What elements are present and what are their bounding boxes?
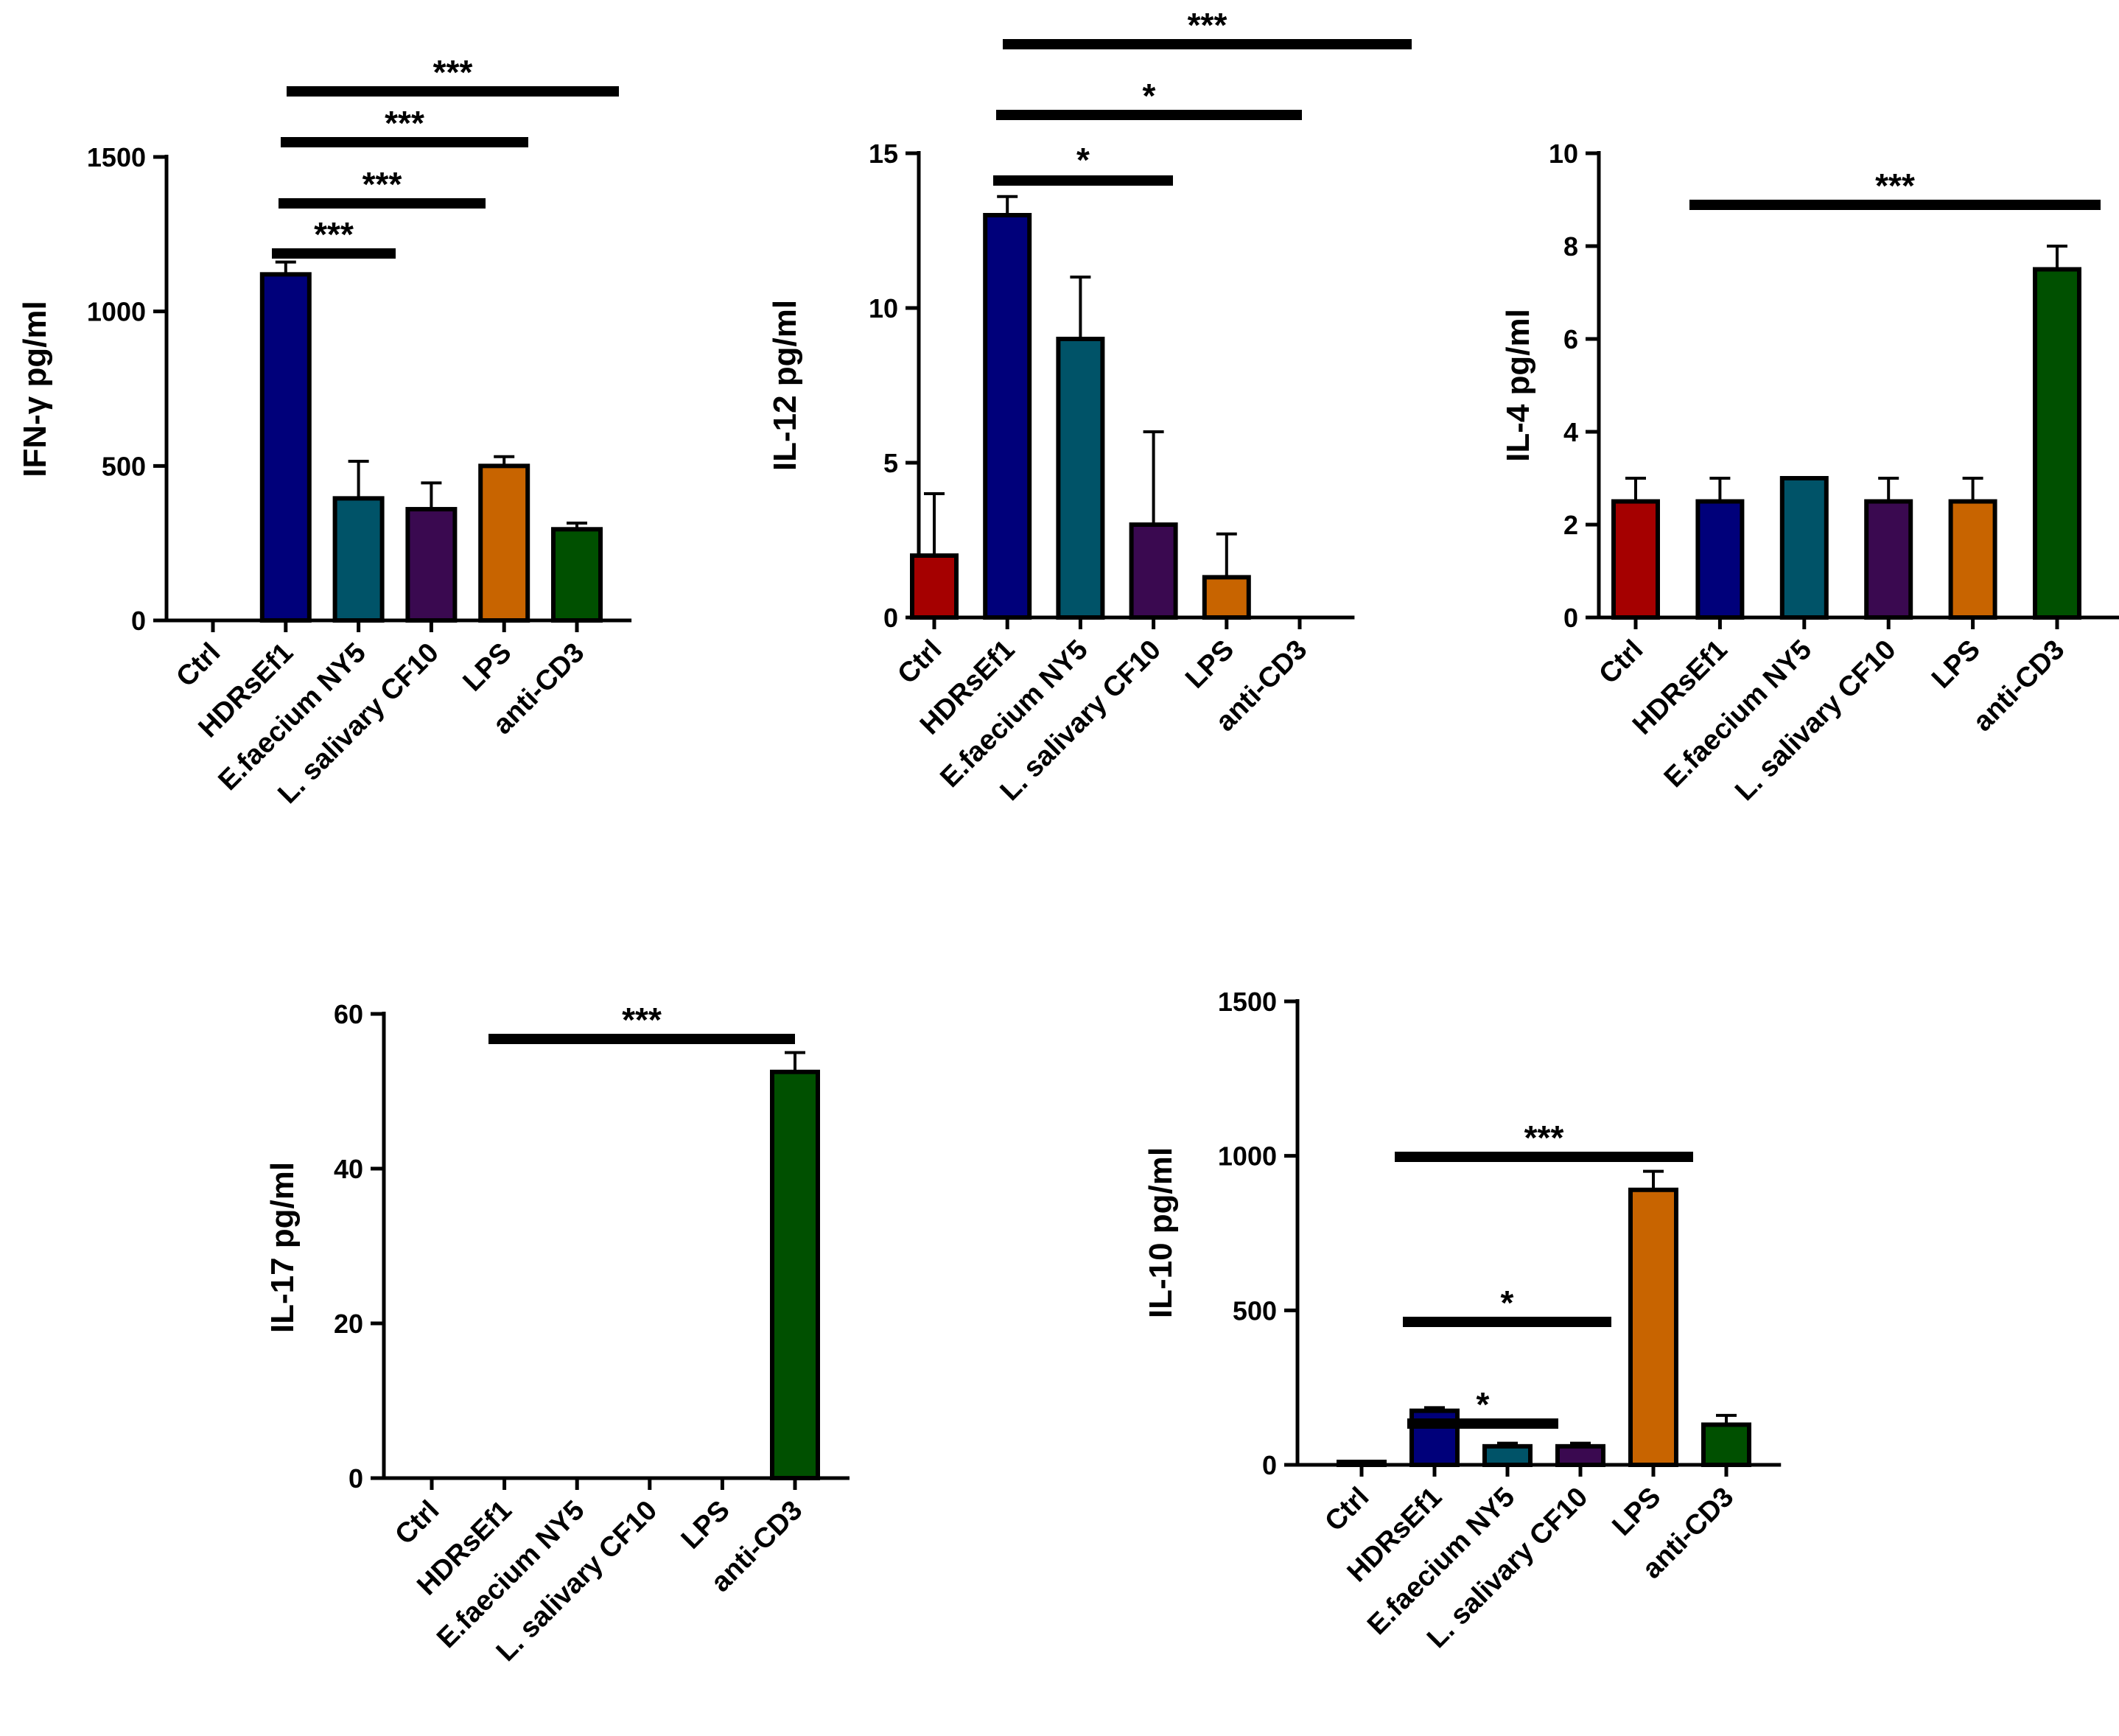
- significance-label: ***: [385, 104, 424, 142]
- bar-4: [405, 507, 458, 623]
- category-label: Ctrl: [1593, 634, 1649, 690]
- significance-label: ***: [433, 53, 473, 91]
- y-axis-label: IL-4 pg/ml: [1500, 309, 1536, 462]
- bar-3: [1056, 337, 1105, 620]
- category-label: L. salivary CF10: [1729, 634, 1902, 807]
- category-label: Ctrl: [389, 1495, 445, 1551]
- category-label: Ctrl: [170, 637, 226, 693]
- y-tick-label: 20: [334, 1309, 363, 1339]
- significance-label: *: [1143, 77, 1156, 115]
- y-tick-label: 0: [349, 1463, 363, 1494]
- bar-2: [983, 213, 1032, 620]
- significance-label: ***: [362, 165, 402, 203]
- category-label: LPS: [1180, 634, 1240, 695]
- y-tick-label: 1500: [1218, 987, 1277, 1017]
- category-label: LPS: [676, 1495, 736, 1555]
- y-tick-label: 8: [1563, 231, 1578, 262]
- bar-3: [332, 496, 385, 623]
- bar-6: [770, 1069, 820, 1480]
- y-tick-label: 1000: [1218, 1141, 1277, 1172]
- y-tick-label: 6: [1563, 324, 1578, 354]
- significance-label: ***: [1524, 1119, 1564, 1157]
- y-axis-label: IL-12 pg/ml: [767, 300, 803, 471]
- bar-5: [1202, 575, 1251, 620]
- bar-6: [1701, 1422, 1751, 1468]
- y-axis-label: IL-17 pg/ml: [265, 1162, 301, 1333]
- significance-label: ***: [622, 1001, 662, 1039]
- y-tick-label: 500: [102, 451, 146, 481]
- y-tick-label: 5: [883, 448, 898, 478]
- significance-label: *: [1477, 1385, 1490, 1424]
- y-tick-label: 0: [131, 606, 146, 636]
- y-tick-label: 60: [334, 999, 363, 1029]
- y-tick-label: 0: [1262, 1450, 1277, 1480]
- bar-5: [1628, 1187, 1678, 1467]
- y-tick-label: 500: [1233, 1295, 1277, 1326]
- bar-4: [1555, 1443, 1605, 1467]
- y-tick-label: 0: [1563, 603, 1578, 633]
- y-tick-label: 40: [334, 1154, 363, 1184]
- bar-1: [1611, 499, 1660, 620]
- y-tick-label: 15: [869, 139, 898, 169]
- bar-3: [1779, 476, 1829, 620]
- category-label: Ctrl: [892, 634, 948, 690]
- significance-label: ***: [314, 215, 354, 253]
- significance-label: *: [1501, 1284, 1514, 1322]
- category-label: anti-CD3: [1967, 634, 2070, 738]
- bar-2: [259, 272, 312, 623]
- y-tick-label: 0: [883, 603, 898, 633]
- significance-label: ***: [1875, 167, 1915, 205]
- y-tick-label: 1500: [87, 142, 146, 172]
- y-tick-label: 4: [1563, 417, 1578, 447]
- bar-5: [1948, 499, 1997, 620]
- y-tick-label: 10: [869, 293, 898, 323]
- significance-label: ***: [1188, 6, 1227, 44]
- category-label: Ctrl: [1319, 1482, 1375, 1538]
- bar-5: [478, 463, 530, 623]
- bar-4: [1129, 522, 1178, 620]
- bar-6: [2033, 267, 2081, 620]
- y-axis-label: IFN-γ pg/ml: [17, 301, 53, 477]
- category-label: E.faecium NY5: [1659, 634, 1818, 794]
- significance-label: *: [1076, 141, 1090, 179]
- bar-4: [1864, 499, 1913, 620]
- bar-3: [1482, 1443, 1533, 1467]
- y-tick-label: 2: [1563, 510, 1578, 540]
- category-label: LPS: [1606, 1482, 1667, 1542]
- y-tick-label: 10: [1549, 139, 1578, 169]
- y-axis-label: IL-10 pg/ml: [1143, 1147, 1179, 1318]
- bar-6: [551, 527, 603, 623]
- y-tick-label: 1000: [87, 297, 146, 327]
- bar-2: [1695, 499, 1745, 620]
- bar-1: [910, 553, 959, 620]
- category-label: LPS: [1926, 634, 1986, 695]
- category-label: LPS: [458, 637, 518, 698]
